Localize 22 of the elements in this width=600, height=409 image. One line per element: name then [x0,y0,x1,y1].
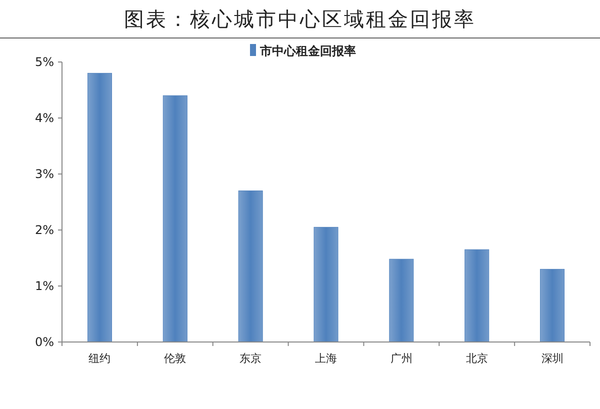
y-tick-label: 2% [34,223,54,237]
x-tick-label: 广州 [390,352,412,365]
legend-label: 市中心租金回报率 [259,44,356,58]
y-tick-label: 0% [34,335,54,349]
x-tick-label: 纽约 [88,352,111,365]
bar [162,95,188,342]
y-tick-label: 5% [34,55,54,69]
x-tick-label: 伦敦 [164,352,186,365]
x-tick-label: 东京 [240,352,262,365]
bar [464,249,490,342]
bar [314,226,338,342]
bar [389,258,414,342]
x-tick-label: 北京 [466,352,488,365]
y-tick-label: 4% [34,111,54,125]
x-tick-label: 上海 [315,352,337,365]
y-tick-label: 1% [34,279,54,293]
bar [238,190,263,342]
x-tick-label: 深圳 [541,352,564,365]
bar [87,72,112,342]
bar [540,268,565,342]
y-tick-label: 3% [34,167,54,181]
chart-title: 图表：核心城市中心区域租金回报率 [124,9,476,31]
